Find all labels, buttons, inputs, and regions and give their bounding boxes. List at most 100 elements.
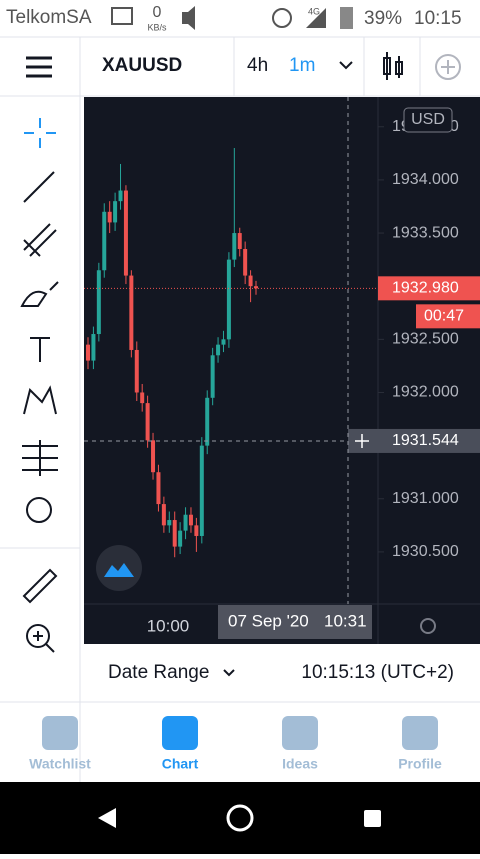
speed: 0 — [153, 4, 162, 21]
zoom-tool[interactable] — [26, 624, 50, 648]
ruler-tool[interactable] — [22, 568, 58, 604]
crosshair-date: 07 Sep '20 — [228, 611, 309, 630]
pattern-tool[interactable] — [23, 385, 57, 415]
candle-body — [129, 275, 134, 350]
signal-icon — [306, 8, 326, 28]
candle-body — [145, 403, 150, 441]
candle-body — [113, 201, 118, 223]
candle-body — [96, 270, 101, 335]
currency-badge[interactable] — [403, 107, 453, 133]
tab-icon[interactable] — [402, 716, 438, 750]
candle-body — [172, 520, 177, 547]
candle-body — [123, 190, 128, 276]
y-tick-label: 1931.000 — [392, 490, 459, 507]
chart-style-button[interactable] — [383, 52, 403, 80]
chart-area — [84, 97, 480, 644]
symbol[interactable]: XAUUSD — [102, 55, 182, 76]
crosshair-time: 10:31 — [324, 611, 367, 630]
settings-button[interactable] — [420, 618, 436, 634]
candle-body — [194, 525, 199, 536]
countdown: 00:47 — [424, 308, 464, 325]
candle-body — [188, 514, 193, 526]
alarm-icon — [272, 8, 292, 28]
interval-minutes[interactable]: 1m — [289, 55, 315, 76]
tab-icon[interactable] — [162, 716, 198, 750]
candle-body — [237, 233, 242, 249]
candle-body — [254, 286, 258, 289]
candle-body — [248, 275, 253, 287]
dropdown-icon[interactable] — [339, 61, 353, 70]
candle-body — [226, 259, 231, 340]
emoji-tool[interactable] — [26, 497, 52, 523]
tab-icon[interactable] — [42, 716, 78, 750]
candle-body — [178, 530, 183, 547]
tab-label[interactable]: Ideas — [282, 756, 318, 772]
candle-body — [102, 211, 107, 271]
x-tick-label: 10:00 — [147, 616, 190, 635]
timezone-time[interactable]: 10:15:13 (UTC+2) — [301, 662, 454, 683]
candle-body — [205, 397, 210, 446]
logo-button[interactable] — [96, 545, 142, 591]
candle-body — [156, 472, 161, 505]
menu-button[interactable] — [26, 56, 52, 78]
text-tool[interactable] — [30, 337, 50, 362]
candle-body — [86, 344, 90, 361]
footer: Date Range 10:15:13 (UTC+2) — [0, 662, 480, 703]
tab-label[interactable]: Watchlist — [29, 756, 91, 772]
network: 4G — [308, 6, 320, 16]
tab-label[interactable]: Chart — [162, 756, 199, 772]
carrier: TelkomSA — [6, 7, 92, 28]
candle-body — [232, 233, 237, 260]
add-icon — [441, 60, 455, 74]
candle-body — [140, 392, 145, 404]
date-range[interactable]: Date Range — [108, 662, 209, 683]
interval[interactable]: 4h — [247, 55, 268, 76]
tab-icon[interactable] — [282, 716, 318, 750]
candle-body — [183, 514, 188, 531]
candle-body — [161, 504, 166, 526]
y-tick-label: 1932.000 — [392, 384, 459, 401]
dropdown-icon — [223, 669, 235, 677]
drawing-tools — [0, 118, 80, 653]
candle-body — [210, 355, 215, 398]
candle-body — [243, 248, 248, 276]
brush-tool[interactable] — [20, 281, 59, 307]
trend-line-tool[interactable] — [23, 171, 55, 203]
fib-tool[interactable] — [23, 223, 57, 257]
status-bar: TelkomSA 0 KB/s 4G 39% 10:15 — [6, 4, 462, 32]
crosshair-price: 1931.544 — [392, 432, 459, 449]
speed-unit: KB/s — [147, 22, 167, 32]
candle-body — [151, 440, 156, 473]
candle-body — [134, 349, 139, 393]
home-button[interactable] — [226, 804, 254, 832]
chart: 1930.5001931.0001931.5001932.0001932.500… — [84, 118, 480, 560]
back-button[interactable] — [98, 808, 116, 828]
candle-body — [107, 211, 112, 223]
crosshair-plus[interactable] — [355, 433, 369, 448]
chart-overlay: 10:00 07 Sep '20 10:31 USD — [96, 97, 453, 639]
battery: 39% — [364, 8, 402, 29]
recents-button[interactable] — [364, 810, 381, 827]
candle-body — [199, 445, 204, 536]
measure-tool[interactable] — [22, 440, 58, 476]
tab-bar: Watchlist Chart Ideas Profile — [29, 716, 442, 772]
logo-icon — [104, 563, 134, 577]
add-button[interactable] — [435, 54, 461, 80]
tab-label[interactable]: Profile — [398, 756, 442, 772]
countdown-tag — [416, 304, 480, 329]
last-price-label: 1932.980 — [392, 280, 459, 297]
crosshair-tool[interactable] — [24, 118, 56, 148]
battery-icon — [340, 7, 353, 29]
y-tick-label: 1933.500 — [392, 224, 459, 241]
crosshair-price-tag — [348, 428, 480, 453]
y-tick-label: 1932.500 — [392, 331, 459, 348]
candle-body — [91, 334, 96, 361]
candle-body — [216, 344, 221, 356]
volume-icon — [182, 6, 195, 30]
currency: USD — [411, 111, 445, 128]
nav-bar — [0, 782, 480, 854]
msg-icon — [111, 7, 133, 25]
candle-body — [167, 520, 172, 526]
